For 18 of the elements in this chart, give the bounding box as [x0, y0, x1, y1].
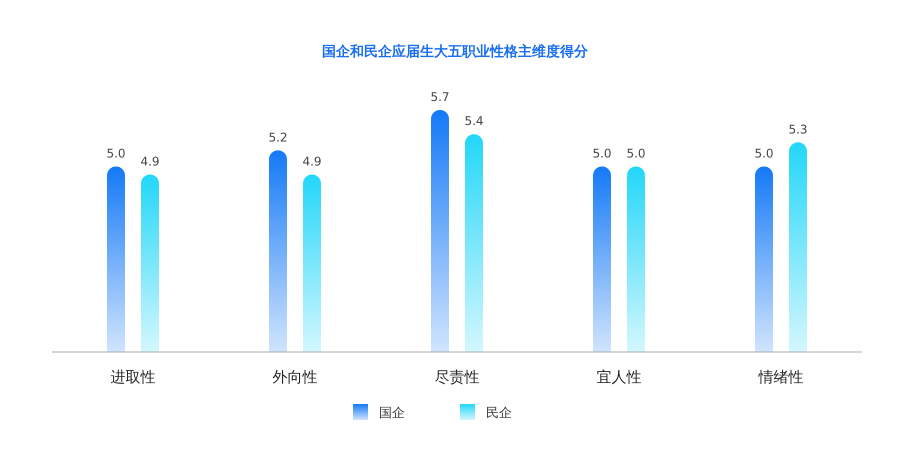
data-label: 5.7 — [430, 90, 450, 104]
data-label: 4.9 — [302, 154, 322, 169]
x-tick-label: 进取性 — [110, 368, 156, 386]
data-label: 4.9 — [140, 154, 160, 169]
legend-label: 民企 — [486, 406, 512, 421]
chart-title: 国企和民企应届生大五职业性格主维度得分 — [322, 43, 589, 60]
x-tick-label: 外向性 — [272, 368, 318, 386]
data-label: 5.0 — [754, 146, 774, 160]
data-label: 5.3 — [788, 122, 808, 136]
x-tick-label: 宜人性 — [596, 368, 642, 386]
x-tick-label: 尽责性 — [434, 368, 480, 386]
data-label: 5.0 — [592, 146, 612, 160]
x-tick-label: 情绪性 — [758, 368, 804, 386]
data-label: 5.2 — [268, 130, 288, 144]
data-label: 5.4 — [464, 114, 484, 128]
data-label: 5.0 — [106, 146, 126, 160]
legend-label: 国企 — [379, 406, 405, 421]
data-label: 5.0 — [626, 146, 646, 160]
